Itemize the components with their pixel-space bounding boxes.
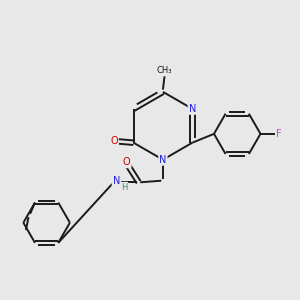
Text: H: H: [121, 183, 127, 192]
Text: O: O: [110, 136, 118, 146]
Text: O: O: [123, 157, 130, 167]
Text: N: N: [159, 155, 167, 165]
Text: F: F: [276, 129, 282, 139]
Text: N: N: [113, 176, 120, 186]
Text: CH₃: CH₃: [157, 66, 172, 75]
Text: N: N: [189, 104, 196, 114]
